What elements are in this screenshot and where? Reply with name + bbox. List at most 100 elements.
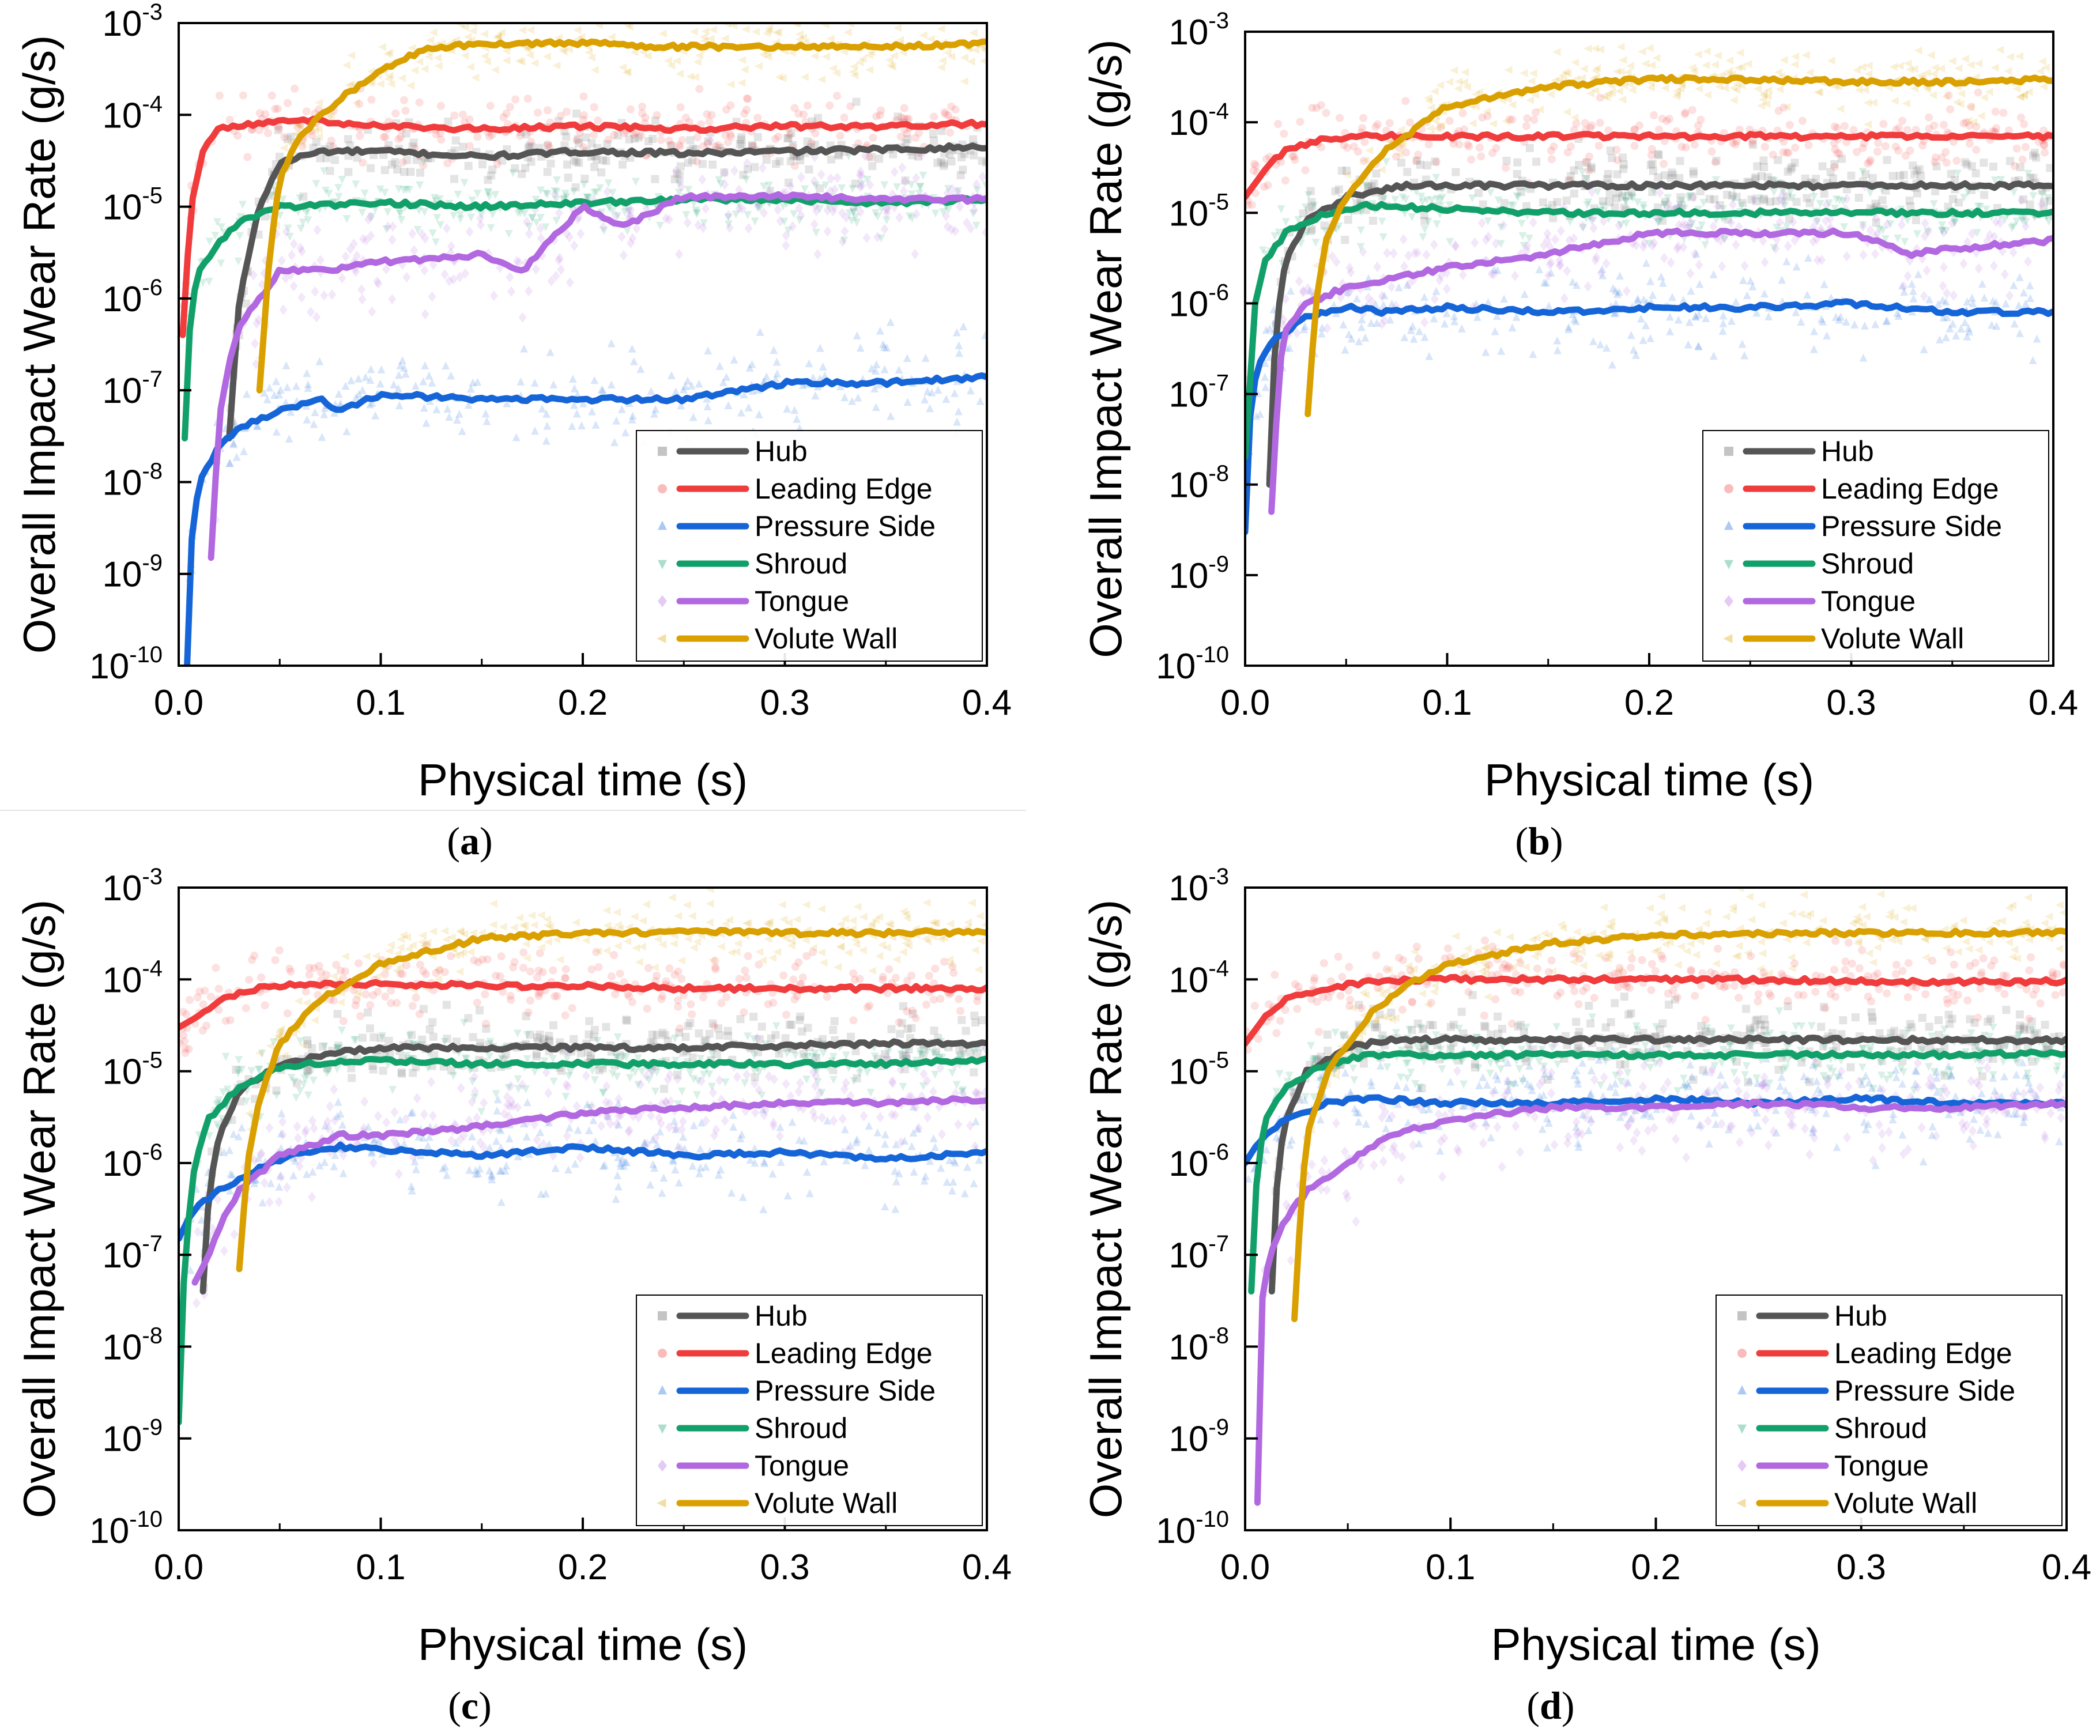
scatter-point (678, 135, 687, 144)
scatter-point (912, 209, 921, 220)
scatter-point (836, 382, 844, 391)
scatter-point (308, 1167, 317, 1176)
scatter-point (865, 66, 874, 74)
scatter-point (1399, 234, 1408, 245)
scatter-point (1618, 193, 1627, 201)
scatter-point (1517, 188, 1525, 197)
scatter-point (914, 1123, 923, 1134)
scatter-point (590, 1076, 599, 1085)
scatter-point (515, 257, 523, 268)
scatter-point (629, 130, 638, 139)
scatter-point (613, 1073, 621, 1081)
scatter-point (838, 1113, 847, 1124)
scatter-point (1744, 60, 1752, 69)
scatter-point (857, 170, 866, 182)
scatter-point (1598, 265, 1607, 273)
scatter-point (1762, 100, 1771, 108)
scatter-point (1605, 198, 1613, 206)
scatter-point (1675, 173, 1684, 182)
scatter-point (966, 386, 975, 395)
scatter-point (774, 133, 783, 141)
legend-marker (1724, 447, 1733, 456)
scatter-point (480, 29, 489, 38)
scatter-point (1566, 172, 1575, 180)
scatter-point (1566, 217, 1574, 226)
scatter-point (304, 216, 312, 225)
scatter-point (936, 1062, 945, 1074)
scatter-point (1632, 239, 1641, 251)
scatter-point (697, 1118, 706, 1127)
scatter-point (658, 940, 667, 949)
scatter-point (677, 956, 686, 965)
scatter-point (568, 421, 576, 430)
scatter-point (2019, 288, 2028, 297)
scatter-point (1805, 1078, 1814, 1086)
scatter-point (959, 1086, 967, 1095)
scatter-point (269, 1038, 278, 1047)
scatter-point (518, 921, 527, 930)
scatter-point (460, 179, 469, 187)
scatter-point (354, 988, 363, 997)
scatter-point (748, 360, 756, 368)
scatter-point (1930, 121, 1939, 130)
scatter-point (428, 229, 437, 238)
scatter-point (435, 195, 444, 203)
scatter-point (795, 35, 804, 44)
scatter-point (1358, 124, 1367, 133)
scatter-point (1639, 241, 1647, 252)
scatter-point (286, 133, 295, 141)
scatter-point (1720, 235, 1729, 244)
scatter-point (650, 963, 659, 972)
scatter-point (819, 958, 828, 967)
scatter-point (700, 1070, 708, 1079)
scatter-point (817, 948, 825, 957)
scatter-point (907, 180, 916, 189)
scatter-point (1545, 259, 1554, 270)
scatter-point (496, 1166, 504, 1175)
scatter-point (895, 1169, 903, 1178)
scatter-point (696, 1144, 704, 1153)
scatter-point (1912, 216, 1920, 224)
scatter-point (376, 80, 384, 88)
scatter-point (1560, 293, 1569, 304)
scatter-point (603, 186, 612, 198)
legend-item: Pressure Side (1724, 510, 2002, 542)
scatter-point (583, 194, 591, 202)
scatter-point (1681, 143, 1690, 152)
scatter-point (2009, 188, 2018, 197)
scatter-point (1378, 217, 1386, 226)
scatter-point (260, 1178, 269, 1188)
scatter-point (1436, 81, 1445, 89)
scatter-point (312, 138, 321, 146)
scatter-point (507, 995, 515, 1004)
scatter-point (643, 1138, 651, 1150)
scatter-point (1931, 187, 1940, 195)
scatter-point (1873, 228, 1882, 239)
scatter-point (498, 156, 507, 165)
scatter-point (779, 915, 788, 923)
scatter-point (802, 900, 810, 909)
scatter-point (436, 101, 445, 110)
scatter-point (1940, 1071, 1949, 1080)
scatter-point (674, 1141, 683, 1150)
scatter-point (947, 52, 956, 61)
scatter-point (1387, 281, 1396, 292)
scatter-point (364, 1122, 372, 1131)
scatter-point (245, 975, 254, 984)
scatter-point (568, 375, 577, 383)
scatter-point (2005, 52, 2014, 61)
scatter-point (970, 151, 978, 160)
scatter-point (504, 1111, 513, 1122)
scatter-point (674, 967, 683, 976)
scatter-point (1296, 118, 1305, 126)
scatter-point (675, 188, 684, 197)
scatter-point (2011, 162, 2019, 171)
scatter-point (737, 133, 746, 142)
scatter-point (522, 130, 530, 139)
scatter-point (775, 1050, 783, 1058)
scatter-point (424, 1141, 432, 1150)
scatter-point (1871, 248, 1880, 259)
scatter-point (257, 1149, 265, 1160)
scatter-point (550, 235, 559, 246)
scatter-point (402, 1052, 411, 1061)
